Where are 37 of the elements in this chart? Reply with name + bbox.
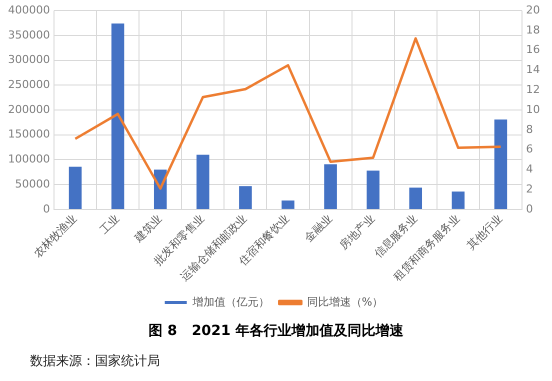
y2-tick-label: 20 [526, 3, 540, 16]
bar [68, 166, 82, 209]
y-tick-label: 50000 [14, 177, 50, 190]
y-tick-label: 300000 [8, 53, 50, 66]
bar [324, 164, 337, 209]
y2-tick-label: 16 [526, 43, 540, 56]
x-tick-label: 金融业 [302, 212, 335, 245]
x-tick-label: 工业 [97, 212, 122, 237]
y2-tick-label: 10 [526, 102, 540, 116]
source-note: 数据来源：国家统计局 [30, 353, 160, 370]
y-tick-label: 200000 [8, 102, 50, 116]
y2-tick-label: 18 [526, 23, 540, 36]
legend-label: 同比增速（%） [306, 295, 384, 308]
bar [196, 154, 210, 209]
x-tick-label: 建筑业 [131, 212, 164, 246]
y2-tick-label: 0 [526, 202, 534, 216]
y2-tick-label: 2 [526, 182, 534, 196]
y2-tick-label: 8 [526, 122, 534, 136]
y2-tick-label: 6 [526, 142, 534, 156]
y-tick-label: 150000 [8, 128, 50, 141]
bar [282, 200, 294, 209]
bar [409, 188, 422, 209]
bar [111, 24, 124, 209]
y-tick-label: 100000 [8, 152, 50, 166]
y2-tick-label: 4 [526, 162, 534, 176]
legend-label: 增加值（亿元） [191, 295, 270, 308]
y-tick-label: 400000 [8, 3, 50, 16]
y2-tick-label: 14 [526, 63, 540, 76]
y2-tick-label: 12 [526, 82, 540, 96]
bar [366, 170, 380, 209]
bar [239, 186, 252, 209]
y-tick-label: 350000 [8, 28, 50, 42]
text: 图 8 2021 年各行业增加值及同比增速 [147, 322, 405, 340]
x-tick-label: 其他行业 [464, 212, 505, 252]
bar [452, 192, 465, 209]
y-tick-label: 250000 [8, 78, 50, 92]
bar [494, 119, 508, 209]
